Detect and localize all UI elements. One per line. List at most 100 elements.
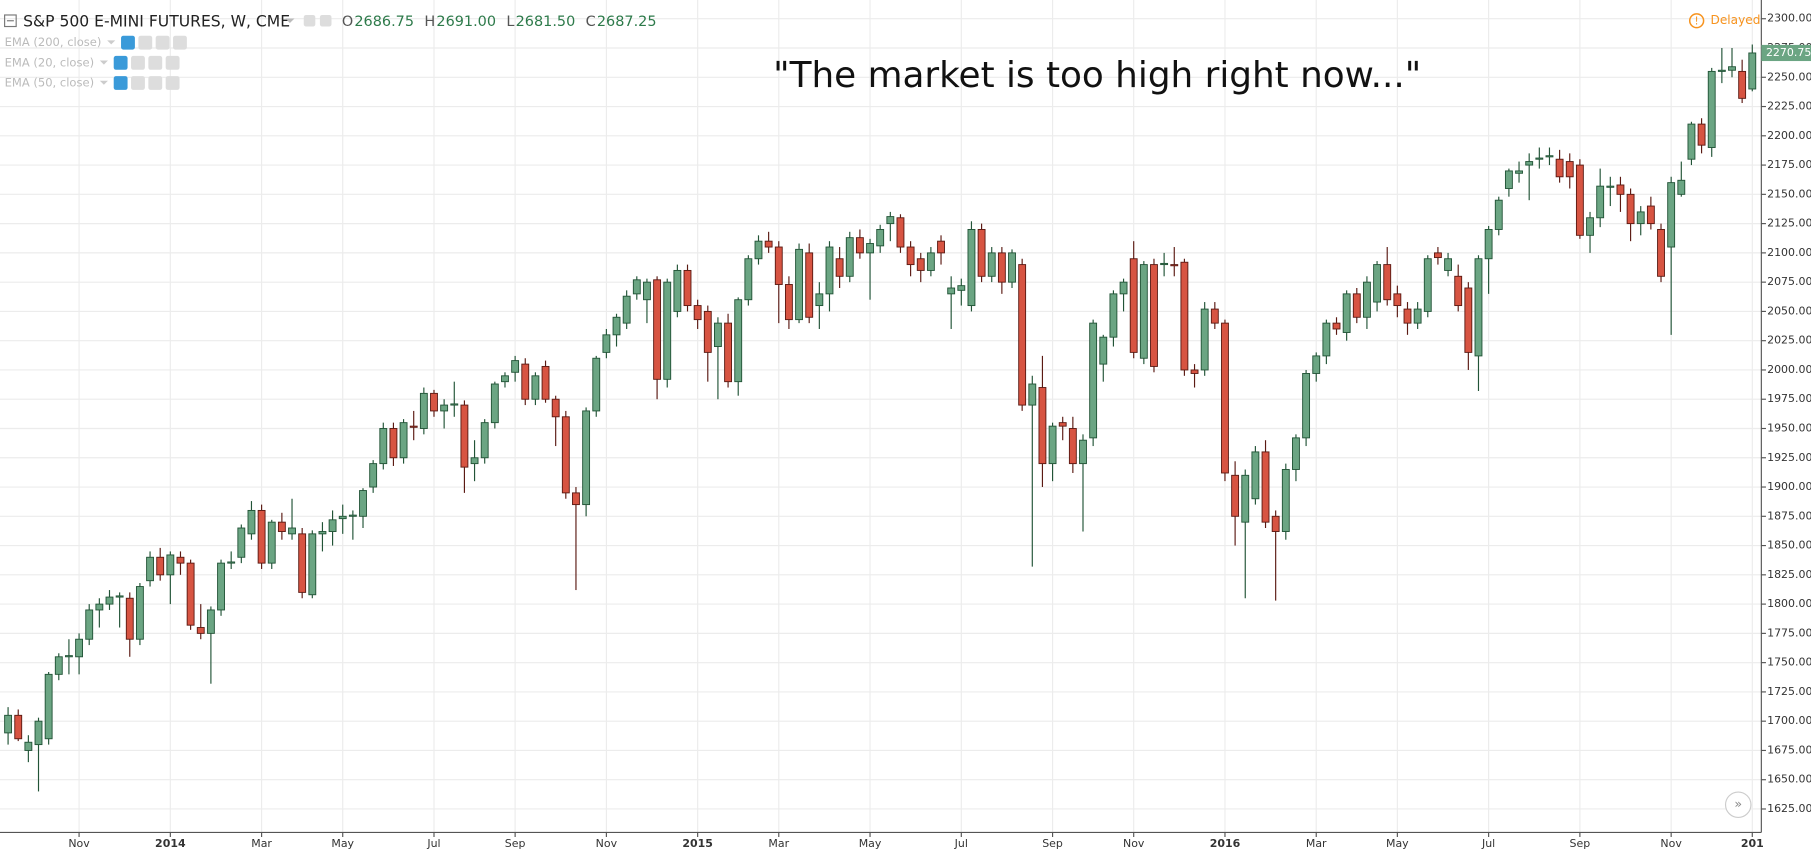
candle-body — [592, 357, 601, 412]
candle-body — [734, 299, 743, 383]
candle-body — [602, 334, 611, 353]
candle-body — [480, 422, 489, 459]
candle-body — [1525, 161, 1534, 166]
candle-body — [906, 246, 915, 266]
indicator-button[interactable] — [121, 35, 135, 50]
candle-body — [926, 252, 935, 271]
candle-body — [54, 656, 63, 675]
quote-label: C — [586, 14, 596, 30]
candle-body — [683, 269, 692, 307]
candle-body — [1626, 193, 1635, 225]
candle-body — [328, 519, 337, 532]
candle-body — [916, 258, 925, 271]
candle-body — [125, 597, 134, 640]
y-tick-label: 2175.00 — [1767, 158, 1811, 171]
x-tick-label: Mar — [1306, 837, 1327, 850]
y-tick-label: 1725.00 — [1767, 685, 1811, 698]
symbol-title: S&P 500 E-MINI FUTURES, W, CME — [23, 12, 290, 30]
indicators: EMA (200, close) EMA (20, close) EMA (50, … — [5, 35, 187, 90]
candle-body — [1210, 308, 1219, 324]
x-tick-label: Jul — [426, 837, 440, 850]
candle-body — [1515, 170, 1523, 174]
indicator-button[interactable] — [165, 76, 180, 90]
candle-body — [1180, 261, 1189, 371]
candle-body — [1251, 451, 1260, 500]
candle-body — [703, 310, 712, 353]
indicator-label: EMA (20, close) — [5, 55, 94, 69]
candle-body — [1312, 355, 1321, 374]
candle-body — [1677, 179, 1686, 195]
candle-body — [714, 322, 722, 348]
collapse-icon[interactable] — [4, 14, 17, 28]
y-tick-label: 1675.00 — [1767, 743, 1811, 756]
candle-body — [977, 229, 986, 277]
scroll-button[interactable] — [1724, 791, 1752, 818]
y-tick-label: 2100.00 — [1767, 246, 1811, 259]
candle-body — [815, 293, 824, 307]
candle-body — [531, 375, 540, 400]
candle-body — [1596, 185, 1605, 219]
candle-body — [764, 240, 773, 248]
quote-label: H — [424, 14, 435, 30]
candle-body — [470, 457, 479, 465]
indicator-button[interactable] — [155, 35, 170, 50]
candle-body — [1717, 69, 1726, 72]
candle-body — [146, 556, 154, 582]
indicator-button[interactable] — [138, 35, 153, 50]
candle-body — [1586, 217, 1594, 236]
candle-body — [1241, 474, 1250, 523]
indicator-button[interactable] — [131, 55, 145, 70]
settings-icon[interactable] — [319, 14, 332, 27]
dropdown[interactable] — [285, 18, 295, 24]
candle-body — [389, 428, 398, 459]
candle-body — [75, 638, 83, 658]
candle-body — [1494, 199, 1503, 230]
candle-body — [1160, 262, 1169, 266]
candle-body — [1535, 157, 1544, 160]
x-tick-label: Sep — [1042, 837, 1063, 850]
x-tick-label: May — [1386, 837, 1409, 850]
x-tick-label: Nov — [1660, 837, 1682, 850]
candle-body — [693, 305, 702, 321]
y-tick-label: 2200.00 — [1767, 129, 1811, 142]
y-tick-label: 1625.00 — [1767, 802, 1811, 815]
indicator-button[interactable] — [165, 55, 180, 70]
y-tick-label: 2150.00 — [1767, 187, 1811, 200]
indicator-button[interactable] — [113, 55, 128, 70]
candle-body — [1504, 170, 1513, 189]
candle-body — [1302, 373, 1311, 439]
axes: 1625.00 1650.00 1675.00 1700.00 1725.00 1750.… — [68, 12, 1811, 850]
candle-body — [44, 673, 53, 740]
candle-body — [673, 269, 682, 312]
candle-body — [1038, 387, 1047, 465]
indicator-button[interactable] — [113, 76, 128, 90]
indicator-button[interactable] — [148, 55, 163, 70]
quote-value: 2691.00 — [436, 14, 496, 30]
candle-body — [805, 252, 814, 318]
indicator-button[interactable] — [173, 35, 187, 50]
x-tick-label: Mar — [768, 837, 789, 850]
candle-body — [845, 237, 854, 277]
candle-body — [176, 556, 185, 564]
candle-body — [115, 595, 124, 598]
y-tick-label: 1950.00 — [1767, 421, 1811, 434]
delayed-icon-mark: ! — [1695, 15, 1699, 27]
y-tick-label: 1900.00 — [1767, 480, 1811, 493]
candle-body — [1444, 258, 1452, 271]
candle-body — [1028, 383, 1037, 406]
candle-body — [947, 287, 956, 295]
candle-body — [1068, 428, 1077, 465]
candle-body — [501, 375, 509, 383]
candle-body — [267, 521, 276, 564]
indicator-button[interactable] — [131, 76, 145, 90]
candle-body — [1636, 211, 1645, 225]
eye-icon[interactable] — [303, 14, 316, 27]
candle-body — [1221, 322, 1229, 474]
indicator-button[interactable] — [148, 76, 163, 90]
y-tick-label: 1800.00 — [1767, 597, 1811, 610]
candle-body — [784, 284, 793, 321]
candle-body — [1281, 469, 1290, 532]
candle-body — [1393, 293, 1402, 307]
